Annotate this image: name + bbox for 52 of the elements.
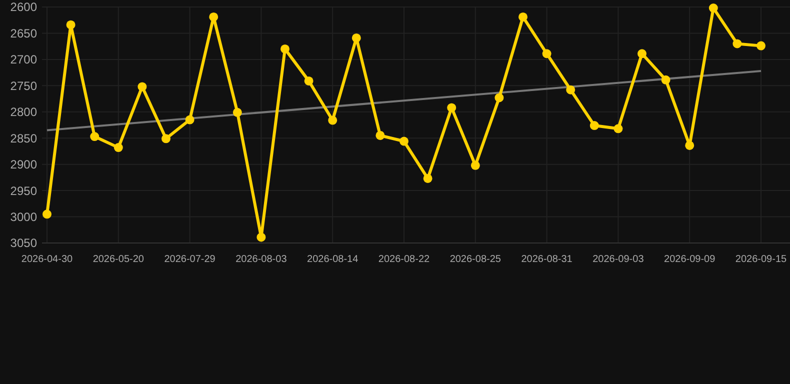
point xyxy=(756,41,766,50)
point xyxy=(566,85,576,94)
point xyxy=(209,12,218,22)
point xyxy=(162,134,170,144)
point xyxy=(304,76,314,86)
x-tick-label: 2026-09-03 xyxy=(592,254,644,265)
y-tick-label: 2650 xyxy=(10,26,38,40)
x-tick-label: 2026-08-22 xyxy=(378,254,430,265)
point xyxy=(138,82,147,92)
point xyxy=(661,75,670,84)
point xyxy=(280,44,290,54)
point xyxy=(42,210,52,219)
point xyxy=(590,121,599,130)
x-tick-label: 2026-05-20 xyxy=(92,254,144,265)
point xyxy=(232,108,242,117)
y-tick-label: 2950 xyxy=(10,184,38,198)
y-tick-label: 2750 xyxy=(10,78,38,93)
point xyxy=(66,20,76,30)
y-tick-label: 3000 xyxy=(10,210,38,224)
x-tick-label: 2026-09-15 xyxy=(735,254,788,265)
point xyxy=(447,103,456,112)
x-tick-label: 2026-08-03 xyxy=(236,254,288,265)
y-tick-label: 2850 xyxy=(10,131,38,146)
point xyxy=(400,136,408,146)
x-tick-label: 2026-08-14 xyxy=(307,254,359,265)
point xyxy=(114,143,123,152)
point xyxy=(352,33,361,42)
point xyxy=(542,49,552,58)
point xyxy=(494,93,504,102)
point xyxy=(518,12,528,22)
point xyxy=(614,124,623,134)
point xyxy=(185,115,194,124)
y-tick-label: 2900 xyxy=(10,158,38,172)
y-tick-label: 2800 xyxy=(10,105,38,120)
point xyxy=(376,130,385,140)
x-tick-label: 2026-07-29 xyxy=(164,254,216,265)
point xyxy=(423,174,432,183)
point xyxy=(638,49,646,58)
x-tick-label: 2026-08-31 xyxy=(521,254,573,265)
x-tick-label: 2026-09-09 xyxy=(664,254,716,265)
y-tick-label: 2600 xyxy=(10,0,38,14)
x-tick-label: 2026-04-30 xyxy=(21,254,74,265)
point xyxy=(328,116,338,125)
y-tick-label: 2700 xyxy=(10,52,38,67)
x-tick-label: 2026-08-25 xyxy=(450,254,502,265)
point xyxy=(732,39,742,48)
point xyxy=(685,140,694,150)
y-tick-label: 3050 xyxy=(10,236,38,250)
point xyxy=(470,160,480,170)
point xyxy=(708,4,718,13)
point xyxy=(256,232,266,242)
point xyxy=(90,132,100,142)
